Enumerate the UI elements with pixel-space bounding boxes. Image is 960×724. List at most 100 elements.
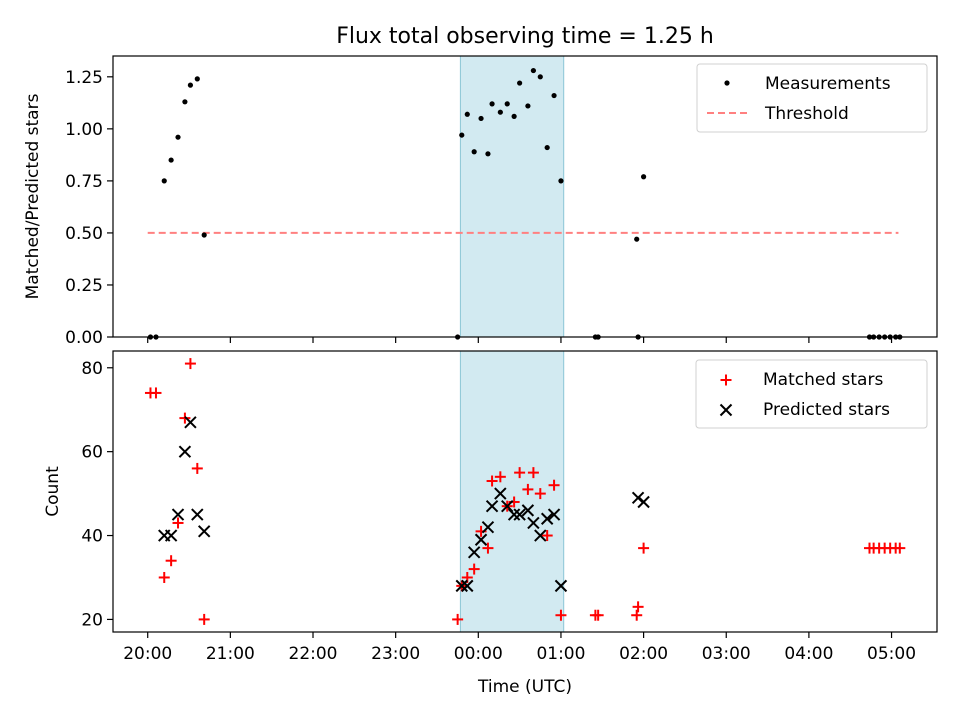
predicted-star-points <box>158 416 650 593</box>
matched-star-point <box>486 475 498 487</box>
bottom-y-axis: 20 40 60 80 <box>81 359 113 630</box>
y-tick-label: 40 <box>81 527 103 547</box>
matched-star-point <box>522 483 534 495</box>
predicted-star-point <box>467 546 481 559</box>
matched-star-point <box>632 601 644 613</box>
measurement-point <box>489 101 495 107</box>
bottom-axes-frame <box>112 350 938 633</box>
top-ylabel: Matched/Predicted stars <box>23 93 43 299</box>
bottom-ylabel: Count <box>43 466 63 517</box>
measurement-point <box>187 82 194 88</box>
predicted-star-point <box>527 516 540 530</box>
legend-predicted-label: Predicted stars <box>763 400 890 420</box>
xlabel: Time (UTC) <box>477 677 572 697</box>
predicted-star-point <box>474 533 488 546</box>
matched-star-point <box>172 517 184 529</box>
y-tick-label: 60 <box>81 443 103 463</box>
y-tick-label: 0.75 <box>65 172 103 192</box>
matched-star-point <box>482 542 494 554</box>
measurement-point <box>537 74 543 80</box>
matched-star-point <box>555 609 567 621</box>
predicted-star-point <box>494 487 507 500</box>
legend-plus-marker <box>720 374 732 386</box>
measurement-point <box>517 80 523 86</box>
predicted-star-point <box>481 520 495 534</box>
predicted-star-point <box>164 529 178 542</box>
predicted-star-point <box>554 579 568 593</box>
legend-matched-label: Matched stars <box>763 370 883 390</box>
y-tick-label: 0.00 <box>65 328 103 348</box>
measurement-point <box>544 144 550 151</box>
top-axes-frame <box>112 55 938 338</box>
legend-measurement-marker <box>724 80 730 86</box>
bottom-legend: Matched stars Predicted stars <box>695 359 928 429</box>
x-tick-label: 03:00 <box>702 644 751 664</box>
top-panel: 0.00 0.25 0.50 0.75 1.00 1.25 Matched/Predict… <box>23 55 938 348</box>
observing-window-top <box>459 55 565 338</box>
matched-star-point <box>541 530 553 542</box>
legend-plus <box>720 374 732 386</box>
predicted-star-point <box>171 508 185 521</box>
predicted-star-point <box>184 416 197 429</box>
matched-star-point <box>452 613 464 625</box>
measurement-point <box>558 178 564 184</box>
predicted-star-point <box>513 508 526 521</box>
predicted-star-point <box>461 579 474 593</box>
matched-star-point <box>198 613 210 625</box>
measurement-point <box>640 174 647 180</box>
measurement-point <box>478 115 484 122</box>
measurement-point <box>464 111 470 117</box>
x-tick-label: 22:00 <box>289 644 338 664</box>
observing-window-bottom <box>459 350 565 633</box>
top-legend-box <box>696 63 928 133</box>
predicted-star-point <box>501 499 514 513</box>
matched-star-point <box>468 563 480 575</box>
measurement-point <box>201 232 207 238</box>
y-tick-label: 80 <box>81 359 103 379</box>
y-tick-label: 0.50 <box>65 224 103 244</box>
x-axis: 20:00 21:00 22:00 23:00 00:00 01:00 02:00 03:00… <box>123 632 916 664</box>
predicted-star-point <box>521 504 535 517</box>
matched-star-point <box>548 479 560 491</box>
measurement-point <box>504 101 510 107</box>
matched-star-point <box>158 571 170 583</box>
matched-star-point <box>638 542 650 554</box>
predicted-star-point <box>485 499 499 513</box>
matched-star-point <box>514 467 526 479</box>
predicted-star-point <box>507 508 521 521</box>
y-tick-label: 20 <box>81 610 103 630</box>
x-tick-label: 21:00 <box>206 644 255 664</box>
matched-star-point <box>165 555 177 567</box>
measurement-point <box>175 134 181 140</box>
measurement-point <box>551 92 557 99</box>
measurement-point <box>182 99 188 105</box>
top-legend: Measurements Threshold <box>696 63 928 133</box>
predicted-star-point <box>178 445 192 458</box>
x-tick-label: 23:00 <box>371 644 420 664</box>
predicted-star-point <box>455 579 468 593</box>
legend-measurements-label: Measurements <box>765 74 891 94</box>
predicted-star-point <box>637 495 650 509</box>
x-tick-label: 00:00 <box>454 644 503 664</box>
measurement-point <box>485 151 491 157</box>
matched-star-point <box>150 387 162 399</box>
predicted-star-point <box>547 508 561 521</box>
legend-cross <box>719 403 733 417</box>
matched-star-point <box>191 462 203 474</box>
predicted-star-point <box>197 525 211 538</box>
top-y-axis: 0.00 0.25 0.50 0.75 1.00 1.25 <box>65 68 113 348</box>
predicted-star-point <box>534 529 547 542</box>
matched-star-point <box>527 467 539 479</box>
measurement-point <box>194 76 200 82</box>
measurement-points <box>147 67 903 340</box>
measurement-point <box>497 109 503 115</box>
matched-star-point <box>894 542 906 554</box>
measurement-point <box>511 113 517 119</box>
matched-star-point <box>184 358 196 370</box>
measurement-point <box>530 67 537 74</box>
legend-threshold-label: Threshold <box>764 104 849 124</box>
bottom-panel: 20 40 60 80 20:00 21:00 22:00 23:00 00:00 01:00 0… <box>43 350 938 697</box>
measurement-point <box>459 132 465 138</box>
measurement-point <box>634 236 640 242</box>
